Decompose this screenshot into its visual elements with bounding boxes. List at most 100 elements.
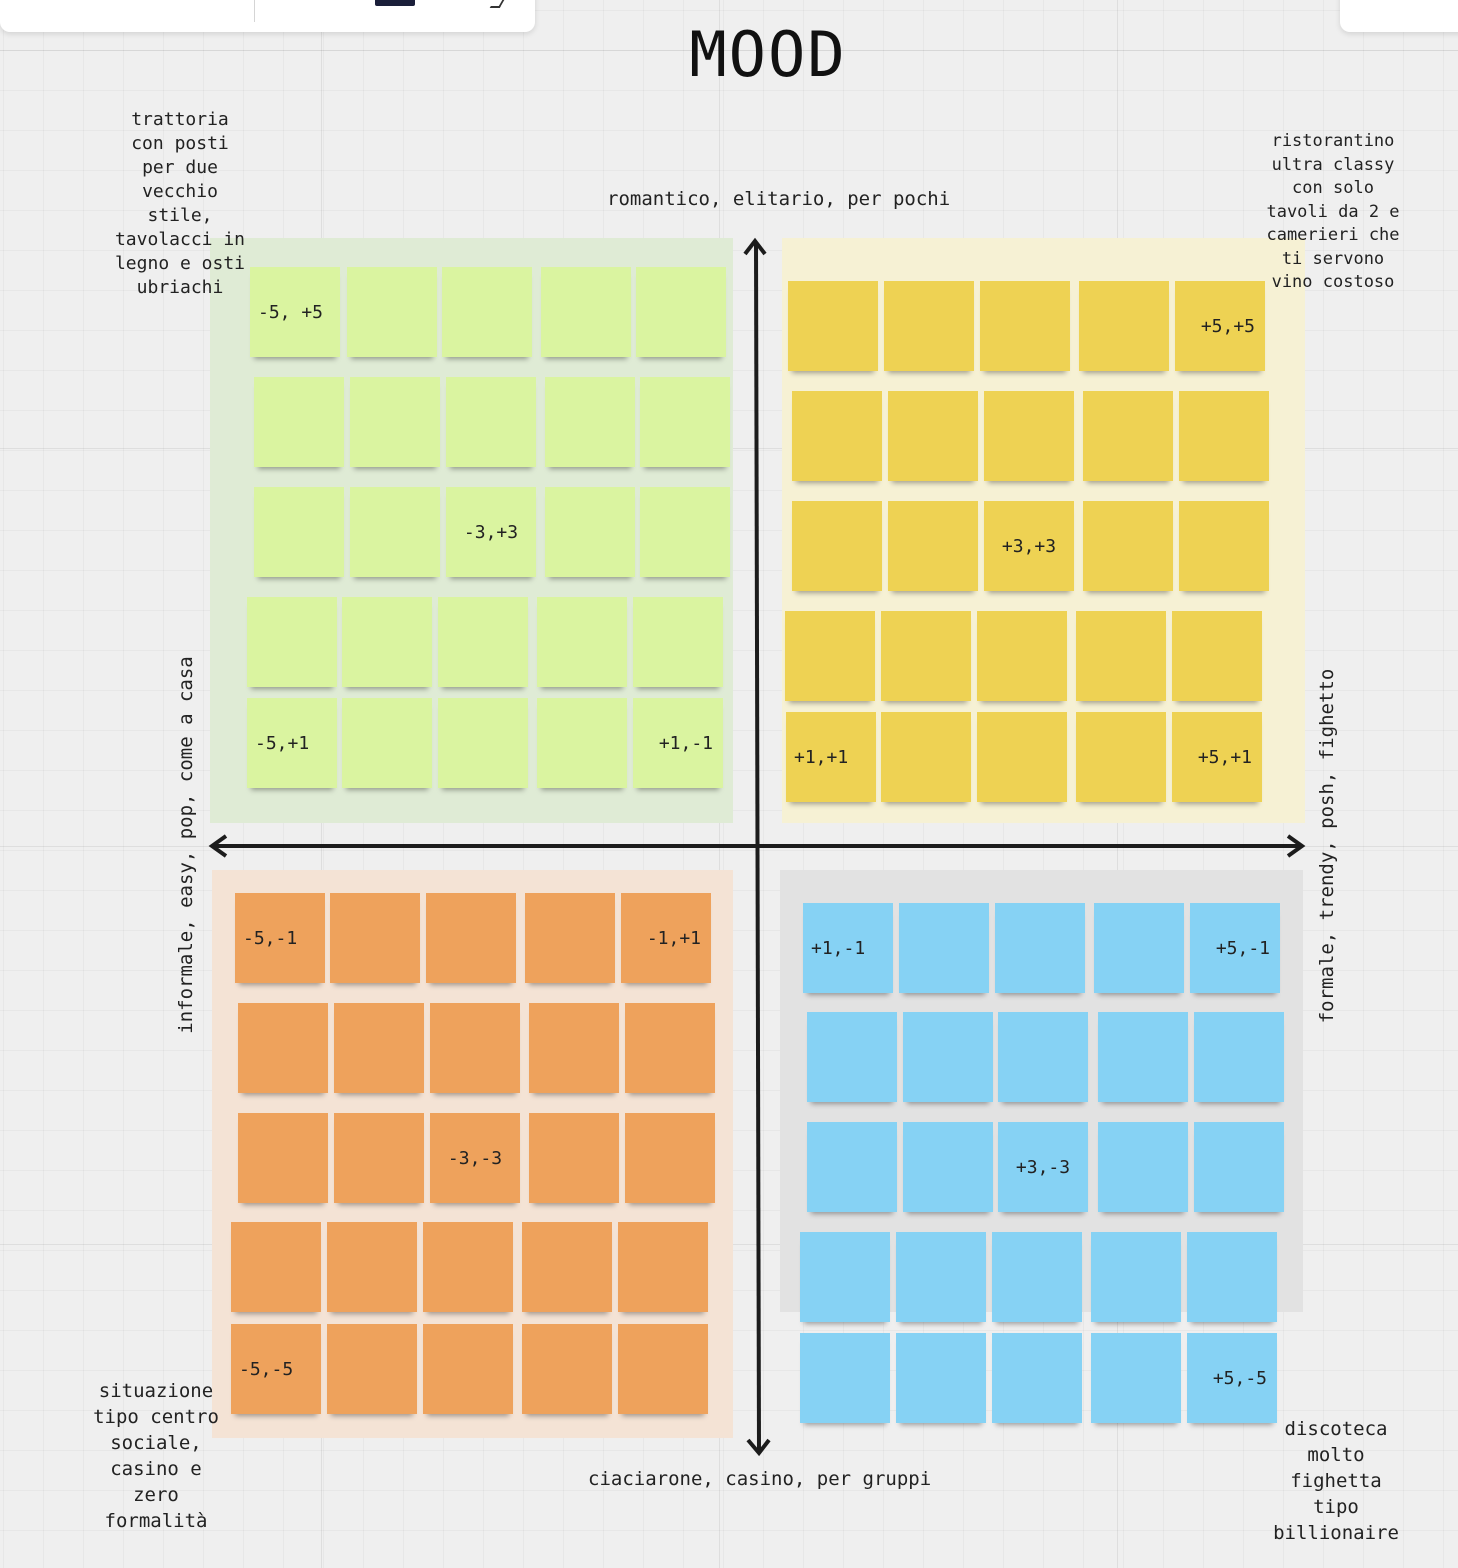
sticky-note-top-right-r4-c2[interactable] — [881, 611, 971, 701]
sticky-note-bottom-left-r5-c1[interactable]: -5,-5 — [231, 1324, 321, 1414]
sticky-note-bottom-right-r5-c1[interactable] — [800, 1333, 890, 1423]
sticky-note-bottom-left-r3-c3[interactable]: -3,-3 — [430, 1113, 520, 1203]
sticky-note-bottom-right-r3-c3[interactable]: +3,-3 — [998, 1122, 1088, 1212]
sticky-note-bottom-left-r3-c1[interactable] — [238, 1113, 328, 1203]
sticky-note-top-right-r1-c4[interactable] — [1079, 281, 1169, 371]
sticky-note-bottom-right-r4-c5[interactable] — [1187, 1232, 1277, 1322]
sticky-note-top-left-r1-c3[interactable] — [442, 267, 532, 357]
sticky-note-bottom-left-r5-c3[interactable] — [423, 1324, 513, 1414]
sticky-note-top-left-r5-c1[interactable]: -5,+1 — [247, 698, 337, 788]
sticky-note-top-right-r4-c3[interactable] — [977, 611, 1067, 701]
sticky-note-top-left-r3-c4[interactable] — [545, 487, 635, 577]
sticky-note-bottom-left-r3-c4[interactable] — [529, 1113, 619, 1203]
sticky-note-top-left-r1-c2[interactable] — [347, 267, 437, 357]
sticky-note-top-left-r2-c5[interactable] — [640, 377, 730, 467]
sticky-note-bottom-right-r5-c5[interactable]: +5,-5 — [1187, 1333, 1277, 1423]
sticky-note-top-right-r1-c3[interactable] — [980, 281, 1070, 371]
sticky-note-top-left-r3-c3[interactable]: -3,+3 — [446, 487, 536, 577]
sticky-note-bottom-right-r2-c1[interactable] — [807, 1012, 897, 1102]
sticky-note-top-right-r4-c1[interactable] — [785, 611, 875, 701]
sticky-note-top-left-r4-c4[interactable] — [537, 597, 627, 687]
sticky-note-bottom-right-r1-c1[interactable]: +1,-1 — [803, 903, 893, 993]
sticky-note-bottom-left-r1-c3[interactable] — [426, 893, 516, 983]
sticky-note-top-right-r1-c2[interactable] — [884, 281, 974, 371]
sticky-note-bottom-left-r2-c5[interactable] — [625, 1003, 715, 1093]
sticky-note-bottom-left-r1-c4[interactable] — [525, 893, 615, 983]
sticky-note-top-right-r3-c2[interactable] — [888, 501, 978, 591]
sticky-note-top-right-r2-c4[interactable] — [1083, 391, 1173, 481]
sticky-note-bottom-left-r1-c2[interactable] — [330, 893, 420, 983]
sticky-note-top-right-r3-c5[interactable] — [1179, 501, 1269, 591]
sticky-note-top-right-r4-c4[interactable] — [1076, 611, 1166, 701]
sticky-note-bottom-right-r1-c5[interactable]: +5,-1 — [1190, 903, 1280, 993]
sticky-note-top-left-r4-c5[interactable] — [633, 597, 723, 687]
sticky-note-bottom-right-r5-c4[interactable] — [1091, 1333, 1181, 1423]
sticky-note-top-left-r5-c5[interactable]: +1,-1 — [633, 698, 723, 788]
sticky-note-top-left-r1-c5[interactable] — [636, 267, 726, 357]
board-color-swatch[interactable] — [375, 0, 415, 6]
sticky-note-top-left-r2-c2[interactable] — [350, 377, 440, 467]
sticky-note-top-left-r4-c2[interactable] — [342, 597, 432, 687]
sticky-note-top-right-r5-c4[interactable] — [1076, 712, 1166, 802]
sticky-note-top-left-r3-c5[interactable] — [640, 487, 730, 577]
sticky-note-top-left-r5-c3[interactable] — [438, 698, 528, 788]
sticky-note-bottom-right-r2-c4[interactable] — [1098, 1012, 1188, 1102]
sticky-note-top-right-r2-c1[interactable] — [792, 391, 882, 481]
sticky-note-bottom-left-r4-c2[interactable] — [327, 1222, 417, 1312]
sticky-note-top-left-r2-c3[interactable] — [446, 377, 536, 467]
sticky-note-top-left-r4-c1[interactable] — [247, 597, 337, 687]
sticky-note-bottom-right-r2-c3[interactable] — [998, 1012, 1088, 1102]
sticky-note-bottom-left-r2-c2[interactable] — [334, 1003, 424, 1093]
sticky-note-top-left-r1-c1[interactable]: -5, +5 — [250, 267, 340, 357]
sticky-note-top-right-r5-c3[interactable] — [977, 712, 1067, 802]
sticky-note-top-right-r5-c5[interactable]: +5,+1 — [1172, 712, 1262, 802]
sticky-note-bottom-right-r4-c4[interactable] — [1091, 1232, 1181, 1322]
sticky-note-top-right-r2-c5[interactable] — [1179, 391, 1269, 481]
sticky-note-bottom-left-r5-c4[interactable] — [522, 1324, 612, 1414]
sticky-note-top-right-r2-c3[interactable] — [984, 391, 1074, 481]
sticky-note-top-right-r3-c1[interactable] — [792, 501, 882, 591]
sticky-note-bottom-left-r3-c2[interactable] — [334, 1113, 424, 1203]
sticky-note-bottom-left-r5-c5[interactable] — [618, 1324, 708, 1414]
sticky-note-bottom-right-r3-c2[interactable] — [903, 1122, 993, 1212]
sticky-note-top-right-r5-c2[interactable] — [881, 712, 971, 802]
sticky-note-bottom-right-r4-c2[interactable] — [896, 1232, 986, 1322]
sticky-note-bottom-right-r5-c2[interactable] — [896, 1333, 986, 1423]
sticky-note-top-left-r1-c4[interactable] — [541, 267, 631, 357]
sticky-note-bottom-right-r3-c5[interactable] — [1194, 1122, 1284, 1212]
sticky-note-bottom-left-r3-c5[interactable] — [625, 1113, 715, 1203]
sticky-note-bottom-left-r1-c1[interactable]: -5,-1 — [235, 893, 325, 983]
sticky-note-bottom-left-r4-c4[interactable] — [522, 1222, 612, 1312]
sticky-note-bottom-right-r5-c3[interactable] — [992, 1333, 1082, 1423]
sticky-note-bottom-left-r2-c1[interactable] — [238, 1003, 328, 1093]
sticky-note-bottom-left-r4-c3[interactable] — [423, 1222, 513, 1312]
sticky-note-bottom-right-r2-c5[interactable] — [1194, 1012, 1284, 1102]
sticky-note-top-left-r4-c3[interactable] — [438, 597, 528, 687]
sticky-note-top-left-r3-c1[interactable] — [254, 487, 344, 577]
sticky-note-bottom-right-r1-c2[interactable] — [899, 903, 989, 993]
sticky-note-bottom-right-r3-c4[interactable] — [1098, 1122, 1188, 1212]
sticky-note-bottom-right-r1-c3[interactable] — [995, 903, 1085, 993]
sticky-note-bottom-right-r4-c3[interactable] — [992, 1232, 1082, 1322]
sticky-note-bottom-right-r4-c1[interactable] — [800, 1232, 890, 1322]
sticky-note-bottom-left-r4-c5[interactable] — [618, 1222, 708, 1312]
sticky-note-bottom-right-r3-c1[interactable] — [807, 1122, 897, 1212]
sticky-note-bottom-left-r2-c3[interactable] — [430, 1003, 520, 1093]
sticky-note-top-right-r5-c1[interactable]: +1,+1 — [786, 712, 876, 802]
sticky-note-top-right-r3-c4[interactable] — [1083, 501, 1173, 591]
board-toolbar[interactable] — [0, 0, 535, 32]
sticky-note-bottom-left-r2-c4[interactable] — [529, 1003, 619, 1093]
board-toolbar-right[interactable] — [1340, 0, 1458, 32]
sticky-note-top-left-r5-c4[interactable] — [537, 698, 627, 788]
sticky-note-top-right-r3-c3[interactable]: +3,+3 — [984, 501, 1074, 591]
sticky-note-top-right-r4-c5[interactable] — [1172, 611, 1262, 701]
sticky-note-bottom-left-r5-c2[interactable] — [327, 1324, 417, 1414]
sticky-note-bottom-right-r1-c4[interactable] — [1094, 903, 1184, 993]
sticky-note-bottom-right-r2-c2[interactable] — [903, 1012, 993, 1102]
sticky-note-top-right-r2-c2[interactable] — [888, 391, 978, 481]
sticky-note-top-left-r2-c4[interactable] — [545, 377, 635, 467]
sticky-note-top-left-r2-c1[interactable] — [254, 377, 344, 467]
sticky-note-bottom-left-r4-c1[interactable] — [231, 1222, 321, 1312]
sticky-note-top-right-r1-c5[interactable]: +5,+5 — [1175, 281, 1265, 371]
sticky-note-bottom-left-r1-c5[interactable]: -1,+1 — [621, 893, 711, 983]
